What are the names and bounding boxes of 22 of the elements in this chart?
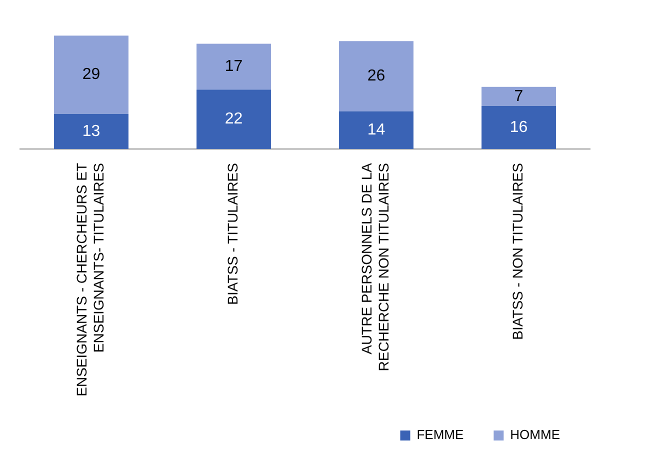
data-label: 22 [224,110,243,128]
bar [482,86,556,106]
x-tick-label: BIATSS - NON TITULAIRES [510,163,526,340]
bar [339,111,414,149]
bar [339,41,414,112]
bar [54,36,128,114]
legend-label: HOMME [510,427,560,442]
bar [482,106,556,149]
data-label: 29 [82,66,100,84]
data-label: 17 [224,58,243,76]
legend-label: FEMME [416,427,464,442]
data-label: 26 [367,68,386,85]
bar [196,44,271,90]
bar [54,114,128,149]
data-label: 13 [82,122,100,140]
x-tick-label: BIATSS - TITULAIRES [224,163,241,305]
bar [196,90,271,149]
data-label: 14 [367,122,386,139]
data-label: 7 [514,88,524,105]
data-label: 16 [510,118,528,136]
x-tick-label: AUTRE PERSONNELS DE LA RECHERCHE NON TITULAIRES [358,162,392,372]
x-tick-label: ENSEIGNANTS - CHERCHEURS ET ENSEIGNANTS- TITULAIRES [74,162,107,396]
